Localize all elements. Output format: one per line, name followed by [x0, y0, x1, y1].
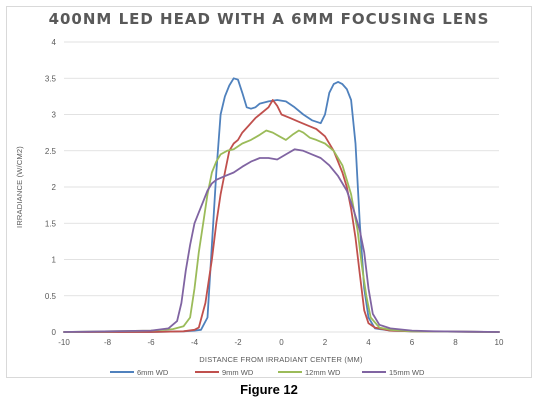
legend-label: 15mm WD [389, 368, 425, 377]
gridlines [64, 41, 499, 333]
legend-entry: 15mm WD [362, 368, 425, 377]
legend-label: 9mm WD [222, 368, 254, 377]
figure-caption: Figure 12 [240, 382, 298, 397]
y-tick-labels: 0 0.5 1 1.5 2 2.5 3 3.5 4 [45, 38, 57, 337]
legend-entry: 9mm WD [195, 368, 254, 377]
series-line-6mm-wd [63, 77, 500, 333]
y-tick-label: 3 [52, 111, 57, 120]
series-line-15mm-wd [63, 148, 500, 333]
legend: 6mm WD 9mm WD 12mm WD 15mm WD [110, 368, 425, 377]
y-tick-label: 2 [52, 183, 57, 192]
x-tick-label: -8 [104, 338, 112, 347]
x-tick-label: 10 [495, 338, 504, 347]
x-tick-label: 4 [366, 338, 371, 347]
y-tick-label: 1.5 [45, 219, 57, 228]
x-tick-label: 8 [453, 338, 458, 347]
x-tick-label: 0 [279, 338, 284, 347]
series-line-9mm-wd [63, 99, 500, 333]
legend-label: 6mm WD [137, 368, 169, 377]
y-axis-label: IRRADIANCE (W/CM2) [15, 146, 24, 228]
series-lines [63, 77, 500, 333]
y-tick-label: 0 [52, 328, 57, 337]
x-tick-label: 2 [323, 338, 328, 347]
x-tick-label: -10 [58, 338, 70, 347]
y-tick-label: 2.5 [45, 147, 57, 156]
y-tick-label: 3.5 [45, 74, 57, 83]
legend-label: 12mm WD [305, 368, 341, 377]
x-tick-labels: -10 -8 -6 -4 -2 0 2 4 6 8 10 [58, 338, 504, 347]
legend-entry: 6mm WD [110, 368, 169, 377]
x-axis-label: DISTANCE FROM IRRADIANT CENTER (MM) [199, 355, 363, 364]
y-tick-label: 4 [52, 38, 57, 47]
chart-title: 400NM LED HEAD WITH A 6MM FOCUSING LENS [48, 10, 490, 28]
legend-entry: 12mm WD [278, 368, 341, 377]
y-tick-label: 0.5 [45, 292, 57, 301]
x-tick-label: -4 [191, 338, 199, 347]
chart-frame [6, 6, 532, 378]
y-tick-label: 1 [52, 256, 57, 265]
series-line-12mm-wd [63, 129, 500, 333]
x-tick-label: 6 [410, 338, 415, 347]
x-tick-label: -2 [234, 338, 242, 347]
x-tick-label: -6 [147, 338, 155, 347]
